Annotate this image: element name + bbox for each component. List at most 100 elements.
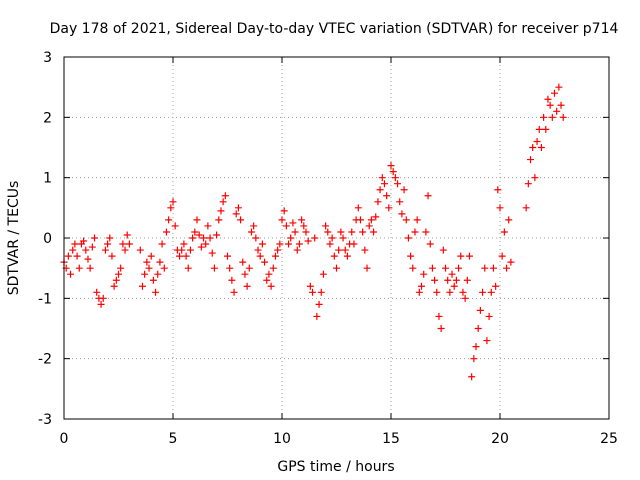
data-point xyxy=(330,252,338,260)
data-point xyxy=(110,282,118,290)
data-point xyxy=(243,282,251,290)
data-point xyxy=(256,252,264,260)
data-point xyxy=(219,198,227,206)
y-tick-label: -1 xyxy=(38,291,52,307)
data-point xyxy=(376,186,384,194)
data-point xyxy=(147,252,155,260)
data-point xyxy=(551,89,558,97)
x-tick-label: 20 xyxy=(491,431,509,447)
data-point xyxy=(280,207,288,215)
data-point xyxy=(544,95,552,103)
data-point xyxy=(234,204,242,212)
data-point xyxy=(80,237,88,245)
data-point xyxy=(295,240,303,248)
data-point xyxy=(300,222,308,230)
data-point xyxy=(409,264,417,272)
data-point xyxy=(145,264,153,272)
data-point xyxy=(193,216,201,224)
data-point xyxy=(529,144,537,151)
data-point xyxy=(202,240,210,248)
data-point xyxy=(455,264,463,272)
data-point xyxy=(176,252,184,260)
data-point xyxy=(472,343,480,351)
data-point xyxy=(328,234,336,242)
data-point xyxy=(489,264,497,272)
data-point xyxy=(356,216,364,224)
data-point xyxy=(215,216,223,224)
data-point xyxy=(372,213,380,221)
y-tick-label: 3 xyxy=(43,50,52,66)
x-axis-label: GPS time / hours xyxy=(277,459,394,475)
data-point xyxy=(101,246,109,254)
data-point xyxy=(158,240,166,248)
data-point xyxy=(104,240,112,248)
data-point xyxy=(250,222,258,230)
data-point xyxy=(224,252,231,260)
y-tick-label: 1 xyxy=(43,171,52,187)
data-point xyxy=(317,288,325,296)
data-point xyxy=(245,264,253,272)
data-point xyxy=(424,192,432,200)
data-point xyxy=(309,288,317,296)
x-tick-label: 15 xyxy=(382,431,400,447)
data-point xyxy=(123,231,131,239)
data-point xyxy=(291,228,299,236)
data-point xyxy=(156,258,164,266)
data-point xyxy=(86,264,94,272)
data-point xyxy=(457,252,465,260)
data-point xyxy=(413,216,421,224)
data-point xyxy=(276,240,284,248)
data-point xyxy=(143,258,151,266)
data-point xyxy=(84,255,92,263)
data-point xyxy=(252,234,260,242)
data-point xyxy=(138,282,146,290)
data-point xyxy=(442,264,449,272)
data-point xyxy=(537,144,545,151)
data-point xyxy=(492,282,500,290)
data-point xyxy=(191,228,199,236)
data-point xyxy=(450,282,458,290)
data-point xyxy=(195,231,203,239)
data-point xyxy=(433,288,441,296)
data-point xyxy=(306,282,314,290)
data-point xyxy=(505,216,513,224)
data-point xyxy=(559,113,567,121)
data-point xyxy=(343,252,351,260)
data-point xyxy=(149,276,157,284)
data-point xyxy=(169,198,177,206)
data-point xyxy=(452,276,460,284)
data-point xyxy=(322,222,330,230)
data-point xyxy=(213,231,221,239)
x-tick-label: 25 xyxy=(600,431,618,447)
data-point xyxy=(311,234,319,242)
data-point xyxy=(407,252,415,260)
data-point xyxy=(431,276,439,284)
data-point xyxy=(378,174,386,182)
data-point xyxy=(426,240,434,248)
data-point xyxy=(350,240,358,248)
data-point xyxy=(298,216,306,224)
data-point xyxy=(91,234,99,242)
data-point xyxy=(354,204,362,212)
data-point xyxy=(503,264,511,272)
data-point xyxy=(71,240,79,248)
data-point xyxy=(483,337,491,345)
data-point xyxy=(465,252,473,260)
data-point xyxy=(180,240,188,248)
data-point xyxy=(182,252,190,260)
data-point xyxy=(241,270,249,278)
x-tick-label: 10 xyxy=(273,431,291,447)
data-point xyxy=(507,258,515,266)
data-point xyxy=(461,294,469,302)
data-point xyxy=(319,270,327,278)
data-point xyxy=(522,204,530,212)
data-point xyxy=(263,276,271,284)
data-point xyxy=(228,276,236,284)
data-point xyxy=(75,264,83,272)
data-point xyxy=(411,228,419,236)
data-point xyxy=(439,246,447,254)
data-point xyxy=(93,288,101,296)
data-point xyxy=(189,234,197,242)
data-point xyxy=(470,355,478,363)
